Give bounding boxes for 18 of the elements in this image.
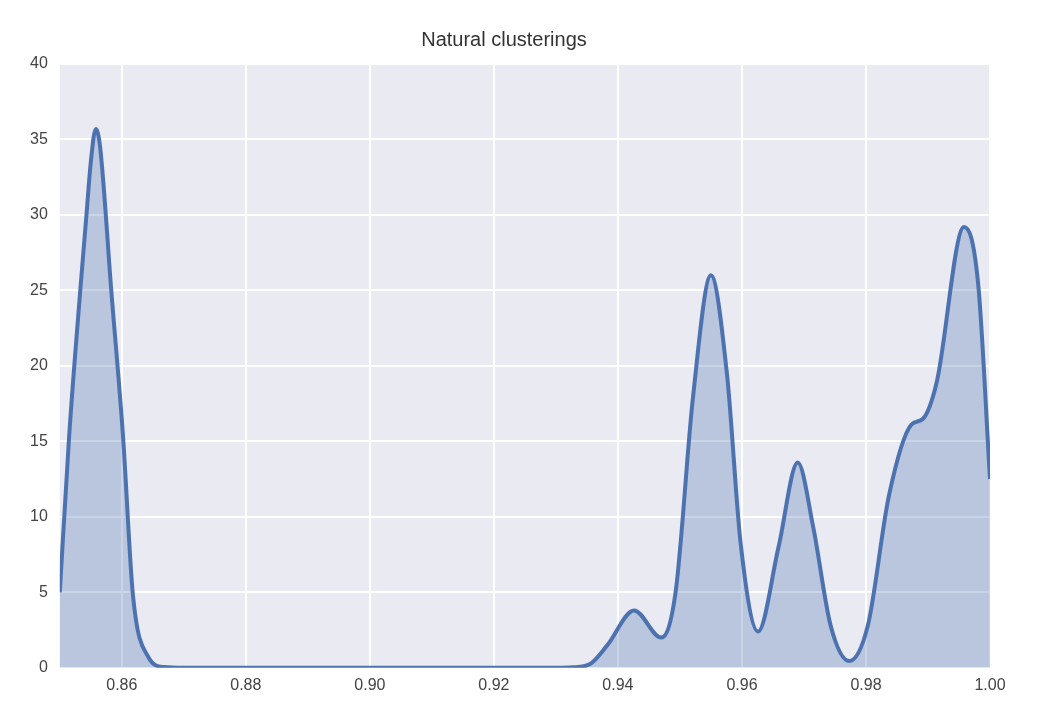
y-tick-label: 10	[30, 507, 48, 525]
y-tick-label: 20	[30, 356, 48, 374]
y-tick-label: 25	[30, 280, 48, 298]
y-tick-label: 40	[30, 54, 48, 72]
y-tick-label: 15	[30, 431, 48, 449]
x-tick-label: 0.86	[106, 675, 138, 693]
y-tick-label: 35	[30, 129, 48, 147]
x-tick-label: 0.88	[230, 675, 262, 693]
x-tick-label: 0.96	[726, 675, 758, 693]
x-tick-label: 0.98	[850, 675, 882, 693]
chart-title: Natural clusterings	[421, 27, 587, 50]
x-tick-label: 0.94	[602, 675, 634, 693]
x-tick-label: 1.00	[974, 675, 1006, 693]
x-tick-label: 0.92	[478, 675, 510, 693]
x-tick-label: 0.90	[354, 675, 386, 693]
y-tick-label: 30	[30, 205, 48, 223]
y-tick-label: 0	[38, 658, 48, 676]
y-tick-label: 5	[38, 582, 48, 600]
